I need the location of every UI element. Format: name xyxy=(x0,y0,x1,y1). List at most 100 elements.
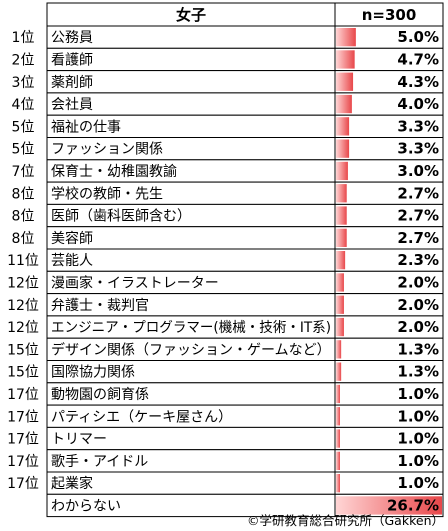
rank-label: 3位 xyxy=(12,75,35,91)
table-row: 17位 起業家 1.0% xyxy=(7,471,444,495)
occupation-label: 国際協力関係 xyxy=(51,365,135,381)
bar xyxy=(336,407,340,426)
header-sample: n=300 xyxy=(362,6,417,24)
rank-label: 8位 xyxy=(12,231,35,247)
table-row: 1位 公務員 5.0% xyxy=(12,25,444,49)
bar xyxy=(336,28,356,47)
value-label: 4.7% xyxy=(397,50,439,68)
value-label: 5.0% xyxy=(397,28,439,46)
value-label: 4.0% xyxy=(397,95,439,113)
occupation-label: ファッション関係 xyxy=(51,142,163,158)
rank-label: 15位 xyxy=(7,342,39,358)
occupation-label: 医師（歯科医師含む） xyxy=(51,209,191,225)
row-frame xyxy=(46,25,444,49)
occupation-label: デザイン関係（ファッション・ゲームなど） xyxy=(51,341,331,358)
bar xyxy=(336,251,346,270)
bar xyxy=(336,161,348,181)
rank-label: 17位 xyxy=(7,409,39,425)
rank-label: 11位 xyxy=(7,253,39,269)
bar xyxy=(336,317,344,337)
value-label: 3.3% xyxy=(397,117,439,135)
value-label: 2.0% xyxy=(397,318,439,336)
bar xyxy=(336,295,344,314)
bar xyxy=(336,50,355,69)
occupation-label: 歌手・アイドル xyxy=(51,454,148,470)
occupation-label: 芸能人 xyxy=(51,253,93,269)
bar xyxy=(336,474,340,493)
table-row: 7位 保育士・幼稚園教諭 3.0% xyxy=(12,159,444,183)
value-label: 26.7% xyxy=(387,496,439,514)
occupation-label: 公務員 xyxy=(51,30,93,46)
occupation-label: 薬剤師 xyxy=(51,75,93,91)
value-label: 2.3% xyxy=(397,251,439,269)
bar xyxy=(336,451,340,470)
row-frame xyxy=(46,92,444,116)
rank-label: 5位 xyxy=(12,142,35,158)
occupation-label: 動物園の飼育係 xyxy=(51,387,149,403)
rank-label: 12位 xyxy=(7,275,39,291)
value-label: 2.7% xyxy=(397,184,439,202)
table-row: 12位 弁護士・裁判官 2.0% xyxy=(7,293,444,317)
value-label: 2.7% xyxy=(397,229,439,247)
table-row: 17位 動物園の飼育係 1.0% xyxy=(7,382,444,406)
occupation-label: 起業家 xyxy=(51,475,93,492)
value-label: 2.7% xyxy=(397,207,439,225)
row-frame xyxy=(46,248,444,272)
table-row: 8位 医師（歯科医師含む） 2.7% xyxy=(12,203,444,228)
value-label: 1.3% xyxy=(397,340,439,358)
table-row: 8位 学校の教師・先生 2.7% xyxy=(12,181,444,205)
value-label: 2.0% xyxy=(397,273,439,291)
table-row: 11位 芸能人 2.3% xyxy=(7,248,444,272)
bar xyxy=(336,384,340,404)
table-row: 17位 歌手・アイドル 1.0% xyxy=(7,449,444,473)
occupation-label: エンジニア・プログラマー(機械・技術・IT系) xyxy=(51,320,331,336)
occupation-label: 会社員 xyxy=(51,97,93,113)
bar xyxy=(336,184,347,203)
rank-label: 4位 xyxy=(12,97,35,113)
bar xyxy=(336,496,442,515)
chart-rows: 1位 公務員 5.0%2位 看護師 4.7%3位 薬剤師 4.3%4位 会社員 4.0%5位 福祉… xyxy=(7,25,444,518)
occupation-label: パティシエ（ケーキ屋さん） xyxy=(51,409,232,425)
value-label: 3.0% xyxy=(397,162,439,180)
bar xyxy=(336,429,340,448)
occupation-label: わからない xyxy=(51,498,121,514)
occupation-label: 看護師 xyxy=(51,52,93,68)
table-row: 15位 国際協力関係 1.3% xyxy=(7,360,444,384)
bar xyxy=(336,206,347,225)
table-row: 12位 漫画家・イラストレーター 2.0% xyxy=(7,270,444,295)
bar xyxy=(336,228,347,247)
rank-label: 17位 xyxy=(7,454,39,470)
occupation-label: トリマー xyxy=(51,432,107,448)
rank-label: 7位 xyxy=(12,164,35,180)
value-label: 1.0% xyxy=(397,430,439,448)
rank-label: 2位 xyxy=(12,52,35,68)
table-row: 4位 会社員 4.0% xyxy=(12,92,444,116)
occupation-label: 学校の教師・先生 xyxy=(51,185,163,202)
row-frame xyxy=(46,47,444,72)
value-label: 4.3% xyxy=(397,73,439,91)
bar xyxy=(336,117,350,136)
bar xyxy=(336,340,342,359)
header-group: 女子 xyxy=(176,6,206,24)
table-row: わからない 26.7% xyxy=(46,493,444,518)
occupation-label: 弁護士・裁判官 xyxy=(51,298,149,314)
occupation-label: 美容師 xyxy=(51,230,93,247)
value-label: 1.3% xyxy=(397,363,439,381)
table-row: 5位 福祉の仕事 3.3% xyxy=(12,114,444,138)
occupation-label: 福祉の仕事 xyxy=(51,119,121,135)
rank-label: 5位 xyxy=(12,119,35,135)
table-row: 12位 エンジニア・プログラマー(機械・技術・IT系) 2.0% xyxy=(7,315,444,339)
bar xyxy=(336,94,352,114)
rank-label: 15位 xyxy=(7,365,39,381)
value-label: 1.0% xyxy=(397,474,439,492)
bar xyxy=(336,72,354,91)
bar xyxy=(336,273,344,292)
table-row: 17位 トリマー 1.0% xyxy=(7,426,444,451)
row-frame xyxy=(46,226,444,250)
value-label: 1.0% xyxy=(397,385,439,403)
credit-text: ©学研教育総合研究所（Gakken） xyxy=(247,513,444,528)
table-row: 3位 薬剤師 4.3% xyxy=(12,70,444,94)
table-row: 8位 美容師 2.7% xyxy=(12,226,444,250)
bar xyxy=(336,362,342,381)
